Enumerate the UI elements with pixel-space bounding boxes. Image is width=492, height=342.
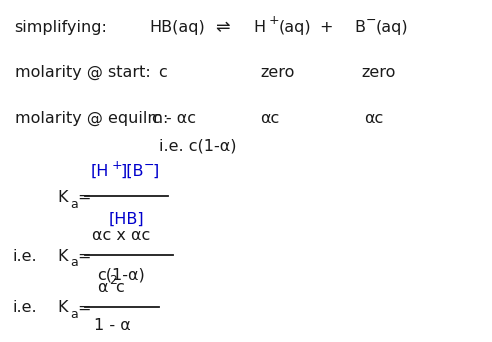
Text: αc x αc: αc x αc xyxy=(92,228,151,243)
Text: zero: zero xyxy=(260,65,295,80)
Text: +: + xyxy=(112,159,123,172)
Text: i.e. c(1-α): i.e. c(1-α) xyxy=(158,138,236,153)
Text: molarity @ equilm:: molarity @ equilm: xyxy=(15,111,168,126)
Text: (aq): (aq) xyxy=(376,19,408,35)
Text: a: a xyxy=(70,256,78,269)
Text: =: = xyxy=(77,300,91,315)
Text: HB(aq): HB(aq) xyxy=(149,19,205,35)
Text: αc: αc xyxy=(364,111,383,126)
Text: α: α xyxy=(97,280,108,295)
Text: K: K xyxy=(57,249,67,264)
Text: c: c xyxy=(158,65,167,80)
Text: i.e.: i.e. xyxy=(12,249,37,264)
Text: ]: ] xyxy=(153,164,159,179)
Text: =: = xyxy=(77,249,91,264)
Text: 2: 2 xyxy=(109,274,117,287)
Text: +: + xyxy=(269,14,279,27)
Text: ][B: ][B xyxy=(121,164,144,179)
Text: a: a xyxy=(70,308,78,321)
Text: +: + xyxy=(319,19,333,35)
Text: H: H xyxy=(253,19,265,35)
Text: molarity @ start:: molarity @ start: xyxy=(15,65,151,80)
Text: −: − xyxy=(366,14,376,27)
Text: simplifying:: simplifying: xyxy=(15,19,107,35)
Text: αc: αc xyxy=(260,111,279,126)
Text: (aq): (aq) xyxy=(279,19,312,35)
Text: c - αc: c - αc xyxy=(152,111,195,126)
Text: B: B xyxy=(355,19,366,35)
Text: −: − xyxy=(144,159,154,172)
Text: i.e.: i.e. xyxy=(12,300,37,315)
Text: c: c xyxy=(115,280,124,295)
Text: a: a xyxy=(70,198,78,211)
Text: K: K xyxy=(57,300,67,315)
Text: [H: [H xyxy=(90,164,109,179)
Text: c(1-α): c(1-α) xyxy=(97,268,145,282)
Text: [HB]: [HB] xyxy=(109,211,145,226)
Text: zero: zero xyxy=(362,65,396,80)
Text: K: K xyxy=(57,190,67,205)
Text: =: = xyxy=(77,190,91,205)
Text: 1 - α: 1 - α xyxy=(94,318,131,333)
Text: ⇌: ⇌ xyxy=(215,17,230,36)
